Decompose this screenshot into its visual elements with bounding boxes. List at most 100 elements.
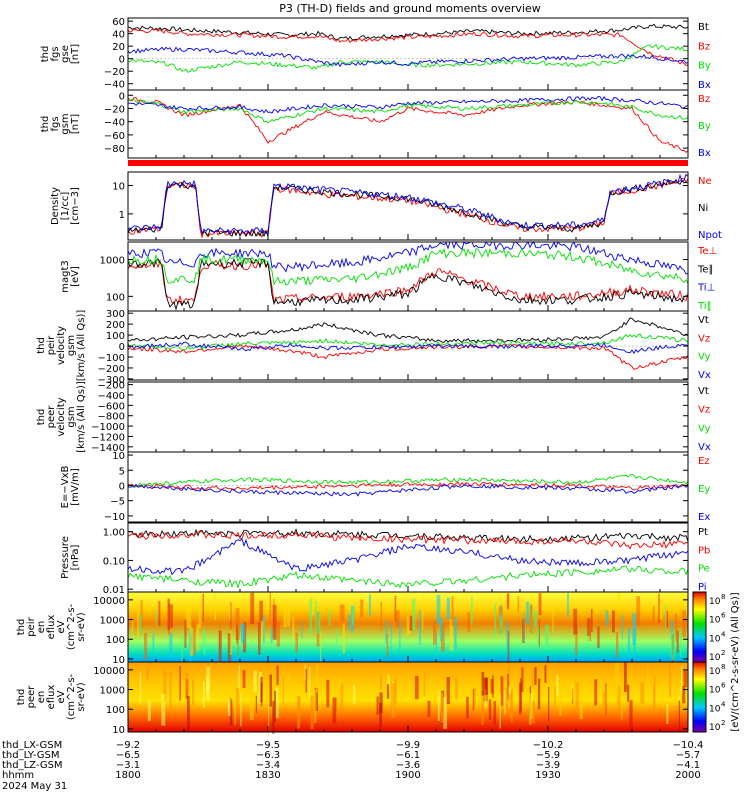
y-tick-label: 20 <box>112 42 125 53</box>
y-axis-label: [cm−3] <box>70 187 81 225</box>
spectrogram-streak <box>295 632 299 653</box>
x-row-value: −3.9 <box>536 760 560 771</box>
fgs_gsm-panel: 0 −20 −40 −60 −80 thd fgs gsm [nT] Bz By Bx <box>40 89 711 159</box>
spectrogram-streak <box>406 616 411 635</box>
legend-entry: Vt <box>698 386 709 397</box>
spectrogram-streak <box>146 665 149 681</box>
y-tick-label: −300 <box>98 375 125 386</box>
spectrogram-streak <box>658 593 660 624</box>
electron-colorbar <box>692 661 707 733</box>
spectrogram-streak <box>449 618 454 651</box>
spectrogram-streak <box>306 682 309 707</box>
spectrogram-streak <box>394 595 397 622</box>
spectrogram-streak <box>591 608 593 633</box>
spectrogram-streak <box>532 700 535 724</box>
spectrogram-streak <box>185 610 187 628</box>
spectrogram-streak <box>623 662 627 693</box>
spectrogram-streak <box>526 601 530 625</box>
y-tick-label: 100 <box>106 705 125 716</box>
legend-entry: Te⊥ <box>697 246 717 257</box>
legend-entry: Bx <box>698 148 711 159</box>
pressure-series-2 <box>127 565 689 590</box>
spectrogram-streak <box>682 610 686 638</box>
spectrogram-streak <box>626 684 630 702</box>
spectrogram-streak <box>484 677 488 695</box>
spectrogram-streak <box>348 614 351 630</box>
spectrogram-streak <box>301 621 303 639</box>
density-series-2 <box>127 173 689 236</box>
legend-entry: Te∥ <box>697 264 714 275</box>
ion_velocity-frame <box>127 310 689 381</box>
y-tick-label: −100 <box>98 353 125 364</box>
y-axis-label: en <box>36 621 47 634</box>
spectrogram-streak <box>449 684 453 703</box>
x-row-label: thd_LY-GSM <box>2 750 59 761</box>
x-row-value: 1930 <box>535 770 560 781</box>
spectrogram-streak <box>286 604 291 627</box>
y-axis-label: [km/s (All Qs)] <box>76 381 87 453</box>
fgs_gse-frame <box>127 17 689 91</box>
spectrogram-streak <box>446 597 451 620</box>
legend-entry: By <box>698 121 711 132</box>
spectrogram-streak <box>627 628 631 659</box>
ion_velocity-series-3 <box>127 341 689 355</box>
spectrogram-streak <box>202 681 205 709</box>
spectrogram-streak <box>353 685 356 705</box>
spectrogram-streak <box>368 594 372 616</box>
x-row-value: 1900 <box>395 770 420 781</box>
legend-entry: Ex <box>698 512 710 523</box>
spectrogram-streak <box>490 678 494 694</box>
spectrogram-streak <box>294 684 298 699</box>
y-axis-label: thd <box>40 46 51 63</box>
spectrogram-streak <box>636 596 641 626</box>
spectrogram-streak <box>268 701 270 737</box>
spectrogram-streak <box>236 625 238 644</box>
spectrogram-streak <box>529 693 532 725</box>
spectrogram-streak <box>544 665 547 684</box>
spectrogram-streak <box>467 612 470 632</box>
spectrogram-streak <box>169 672 172 707</box>
spectrogram-streak <box>167 598 170 631</box>
colorbar-tick-exponent: 2 <box>721 719 725 727</box>
spectrogram-streak <box>214 593 217 621</box>
spectrogram-streak <box>589 623 592 642</box>
x-row-label: thd_LZ-GSM <box>2 760 63 771</box>
spectrogram-streak <box>566 678 571 698</box>
ephemeris-bar <box>128 160 688 166</box>
spectrogram-streak <box>493 700 496 725</box>
fgs_gsm-series-0 <box>127 97 689 154</box>
y-tick-label: −5 <box>110 497 125 508</box>
y-tick-label: −200 <box>98 364 125 375</box>
spectrogram-streak <box>282 676 284 706</box>
spectrogram-streak <box>292 617 295 639</box>
x-row-value: −10.2 <box>533 740 564 751</box>
x-row-value: 2000 <box>675 770 700 781</box>
spectrogram-streak <box>253 670 257 693</box>
e_field-series-1 <box>127 474 689 488</box>
spectrogram-streak <box>615 631 619 658</box>
spectrogram-streak <box>632 613 637 646</box>
spectrogram-streak <box>203 628 206 655</box>
y-axis-label: peir <box>46 335 57 355</box>
y-axis-label: (cm^2-s- <box>66 673 77 720</box>
y-axis-label: eV <box>56 690 67 703</box>
spectrogram-streak <box>481 671 485 696</box>
fgs_gsm-series-1 <box>128 98 689 124</box>
e_field-panel: 10 5 0 −5 −10 E=−VxB [mV/m] Ez Ey Ex <box>60 451 710 523</box>
spectrogram-streak <box>198 599 202 628</box>
spectrogram-streak <box>235 688 240 711</box>
colorbar-tick-label: 10 <box>709 616 721 626</box>
spectrogram-streak <box>455 676 458 700</box>
y-tick-label: 10 <box>112 725 125 736</box>
spectrogram-streak <box>309 599 313 634</box>
legend-entry: Ne <box>698 176 712 187</box>
y-axis-label: E=−VxB <box>60 466 71 509</box>
spectrogram-streak <box>488 699 492 720</box>
fgs_gse-series-0 <box>127 23 689 41</box>
legend-entry: Vy <box>698 352 711 363</box>
legend-entry: Bx <box>698 80 711 91</box>
y-tick-label: −600 <box>98 401 125 412</box>
spectrogram-streak <box>646 666 649 700</box>
